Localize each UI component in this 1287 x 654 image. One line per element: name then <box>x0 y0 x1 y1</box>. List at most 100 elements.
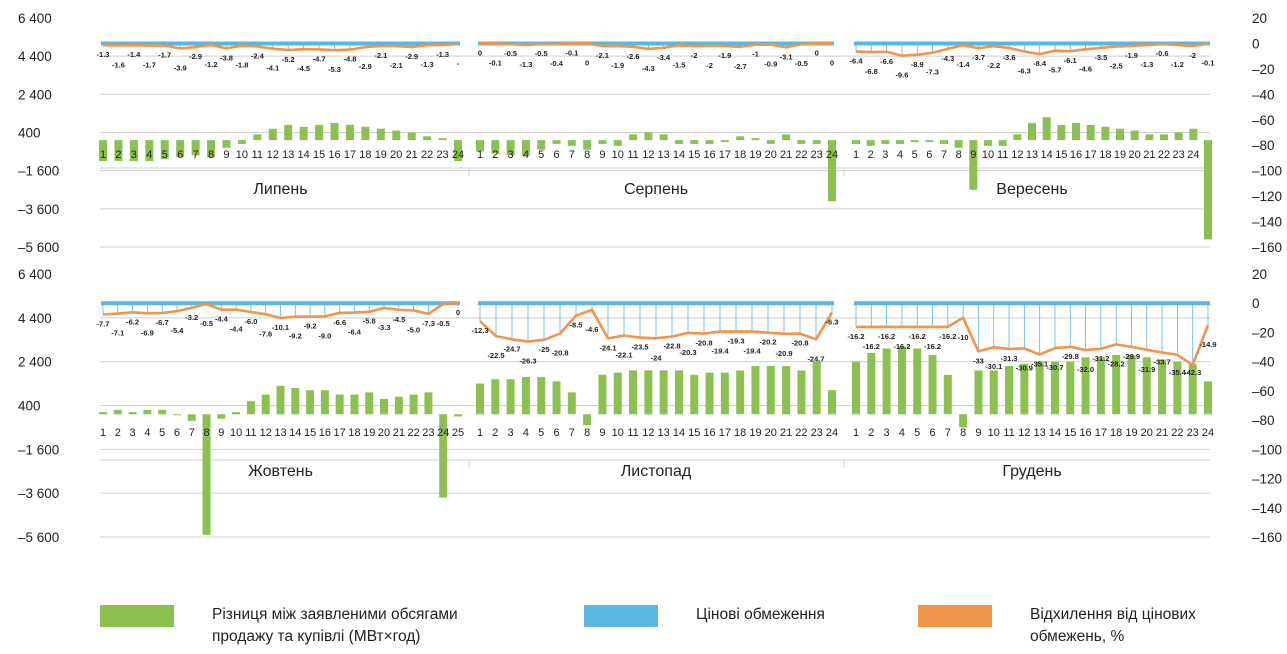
hour-label: 4 <box>144 427 150 439</box>
bar <box>797 140 806 144</box>
hour-label: 2 <box>868 427 874 439</box>
bar <box>1101 126 1110 141</box>
deviation-label: -31.9 <box>1138 365 1155 374</box>
bar <box>1081 357 1090 415</box>
bar <box>567 140 576 146</box>
left-axis-tick: –5 600 <box>18 240 59 255</box>
deviation-label: -42.3 <box>1184 368 1201 377</box>
deviation-label: -30.7 <box>1046 363 1063 372</box>
hour-label: 1 <box>100 427 106 439</box>
hour-label: 4 <box>523 427 529 439</box>
deviation-label: -7.7 <box>97 319 110 328</box>
hour-label: 5 <box>912 149 918 161</box>
deviation-label: -29.8 <box>1062 352 1079 361</box>
hour-label: 12 <box>260 427 272 439</box>
deviation-label: -3.8 <box>220 53 233 62</box>
bar <box>261 394 270 415</box>
deviation-label: -1.4 <box>127 50 141 59</box>
hour-label: 4 <box>899 427 905 439</box>
deviation-label: -24 <box>651 353 663 362</box>
deviation-label: -20.9 <box>775 349 792 358</box>
hour-label: 20 <box>378 427 390 439</box>
month-name: Листопад <box>621 463 692 480</box>
bar <box>143 409 152 415</box>
hour-label: 9 <box>223 149 229 161</box>
bar <box>268 128 277 141</box>
left-axis-tick: 4 400 <box>18 311 52 326</box>
deviation-label: -1.9 <box>718 51 731 60</box>
deviation-label: -22.5 <box>487 351 504 360</box>
hour-label: 1 <box>477 427 483 439</box>
deviation-line <box>855 42 1209 58</box>
left-axis-tick: –1 600 <box>18 442 59 457</box>
deviation-label: -16.2 <box>893 342 910 351</box>
hour-label: 18 <box>1110 427 1122 439</box>
deviation-label: -1.9 <box>611 61 624 70</box>
deviation-label: -16.2 <box>939 332 956 341</box>
hour-label: 24 <box>1202 427 1214 439</box>
deviation-label: -1.2 <box>1171 60 1184 69</box>
deviation-label: -35.4 <box>1169 368 1187 377</box>
hour-label: 15 <box>304 427 316 439</box>
bar <box>629 370 638 415</box>
hour-label: 16 <box>1070 149 1082 161</box>
deviation-label: -32.0 <box>1077 365 1094 374</box>
deviation-label: -24.7 <box>807 354 824 363</box>
deviation-label: 0 <box>815 48 819 57</box>
bar <box>852 140 860 144</box>
right-axis-tick: –100 <box>1252 164 1282 179</box>
bar <box>928 355 937 415</box>
legend-swatch-bars <box>100 605 174 627</box>
hour-label: 22 <box>1158 149 1170 161</box>
bar <box>720 140 729 143</box>
deviation-label: -1 <box>752 50 759 59</box>
bar <box>222 140 231 148</box>
deviation-label: -4.8 <box>343 55 356 64</box>
hour-label: 3 <box>508 427 514 439</box>
bar <box>812 140 821 144</box>
bar <box>99 140 107 162</box>
bar <box>897 346 906 415</box>
hour-label: 1 <box>477 149 483 161</box>
deviation-label: -2.9 <box>405 52 418 61</box>
deviation-label: -2.1 <box>374 51 387 60</box>
hour-label: 12 <box>642 427 654 439</box>
bar <box>537 140 546 150</box>
left-axis-tick: 6 400 <box>18 267 52 282</box>
hour-label: 22 <box>421 149 433 161</box>
deviation-label: -19.4 <box>711 347 729 356</box>
hour-label: 14 <box>289 427 301 439</box>
deviation-label: -2.5 <box>1110 62 1123 71</box>
legend-label-cap: Цінові обмеження <box>696 606 825 623</box>
bar <box>925 140 934 143</box>
deviation-label: -33 <box>973 356 984 365</box>
deviation-label: -3.9 <box>174 63 187 72</box>
deviation-label: -20.2 <box>759 338 776 347</box>
deviation-label: -1.3 <box>519 60 532 69</box>
bar <box>476 383 484 415</box>
deviation-label: 0 <box>830 58 834 67</box>
hour-label: 15 <box>688 427 700 439</box>
hour-label: 17 <box>1085 149 1097 161</box>
month-name: Вересень <box>996 181 1067 198</box>
hour-label: 1 <box>853 149 859 161</box>
hour-label: 14 <box>1041 149 1053 161</box>
deviation-label: -10 <box>958 333 969 342</box>
hour-label: 15 <box>688 149 700 161</box>
bar <box>940 140 948 144</box>
deviation-label: -3.2 <box>185 313 198 322</box>
deviation-label: -2 <box>691 51 698 60</box>
deviation-label: -0.5 <box>437 319 450 328</box>
deviation-label: -0.1 <box>489 59 502 68</box>
deviation-label: -9.6 <box>895 71 908 80</box>
hour-label: 22 <box>795 427 807 439</box>
bar <box>690 374 699 415</box>
bar <box>145 140 154 162</box>
deviation-label: -4.4 <box>230 325 244 334</box>
deviation-label: -33.7 <box>1154 357 1171 366</box>
bar <box>187 414 196 421</box>
bar <box>537 377 546 415</box>
hour-label: 13 <box>1034 427 1046 439</box>
bar <box>644 370 653 415</box>
hour-label: 11 <box>627 149 638 161</box>
